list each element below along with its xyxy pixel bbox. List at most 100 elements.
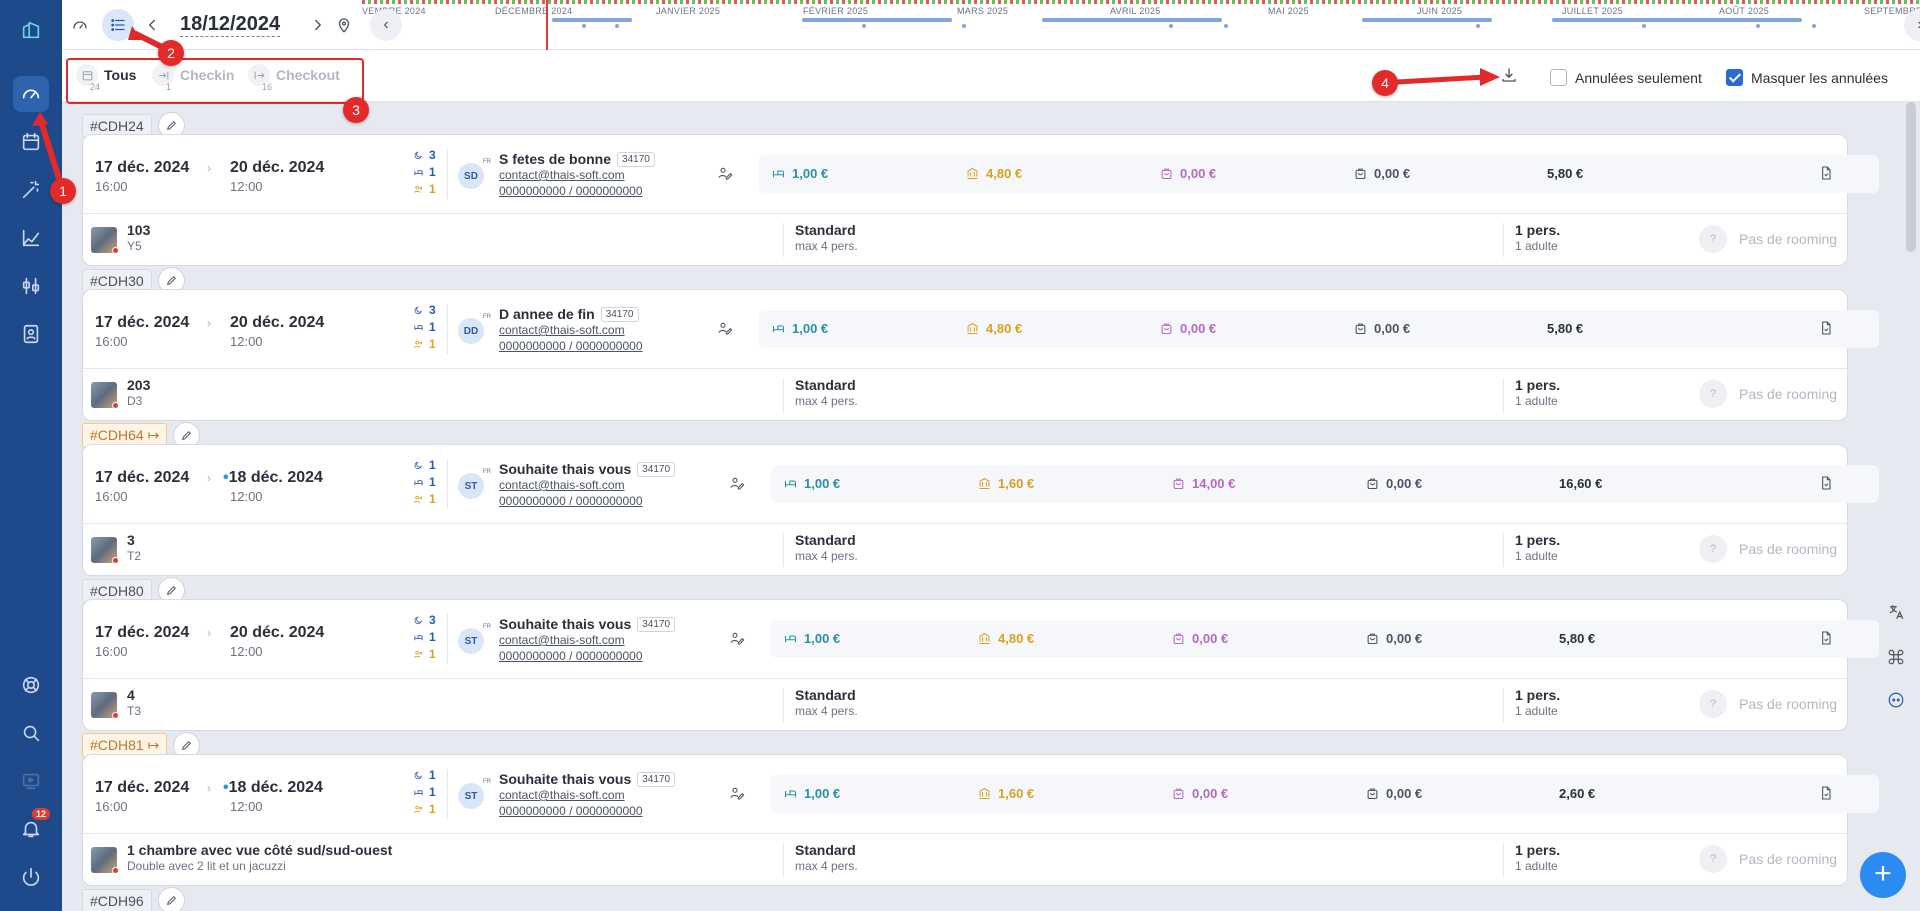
- notifications-bell-icon[interactable]: 12: [13, 808, 50, 847]
- calendar-icon[interactable]: [13, 124, 49, 160]
- box-icon: [1367, 788, 1378, 800]
- guest-phone-2[interactable]: 0000000000: [575, 804, 643, 818]
- guest-edit-icon[interactable]: [717, 320, 735, 338]
- location-pin-icon[interactable]: [330, 11, 358, 39]
- command-key-icon[interactable]: [1882, 643, 1910, 671]
- rooming-status[interactable]: Pas de rooming: [1739, 386, 1838, 402]
- arrival-time: 16:00: [95, 179, 128, 194]
- guest-email[interactable]: contact@thais-soft.com: [499, 788, 625, 802]
- cancelled-only-checkbox[interactable]: Annulées seulement: [1550, 69, 1702, 86]
- guest-name[interactable]: S fetes de bonne: [499, 151, 612, 167]
- booking-card[interactable]: 17 déc. 2024 16:00 › 20 déc. 2024 12:00 …: [82, 289, 1879, 421]
- guest-phone-2[interactable]: 0000000000: [575, 649, 643, 663]
- video-icon[interactable]: [13, 763, 49, 799]
- search-icon[interactable]: [13, 715, 49, 751]
- date-arrow-icon: ›: [207, 161, 211, 175]
- current-date[interactable]: 18/12/2024: [180, 13, 281, 37]
- booking-ref[interactable]: #CDH81 ↦: [82, 733, 168, 758]
- guest-info: Souhaite thais vous 34170 contact@thais-s…: [499, 771, 676, 819]
- scrollbar[interactable]: [1906, 102, 1916, 252]
- stats-chart-icon[interactable]: [13, 220, 49, 256]
- tab-checkout[interactable]: Checkout 16: [248, 64, 340, 94]
- checkbox-box-checked[interactable]: [1726, 69, 1743, 86]
- magic-wand-icon[interactable]: [13, 172, 49, 208]
- timeline-dot: [1224, 24, 1228, 28]
- total-price: 5,80 €: [1559, 631, 1596, 646]
- timeline-next-icon[interactable]: ›: [1904, 9, 1920, 41]
- document-icon[interactable]: [1818, 165, 1836, 183]
- document-icon[interactable]: [1818, 630, 1836, 648]
- speed-view-icon[interactable]: [66, 11, 94, 39]
- guest-phone-2[interactable]: 0000000000: [575, 184, 643, 198]
- help-lifebuoy-icon[interactable]: [13, 667, 49, 703]
- guest-phones: 0000000000 / 0000000000: [499, 184, 643, 198]
- timeline-dot: [1169, 24, 1173, 28]
- list-view-icon[interactable]: [102, 9, 134, 41]
- booking-card[interactable]: 17 déc. 2024 16:00 › •18 déc. 2024 12:00…: [82, 754, 1879, 886]
- rooming-status[interactable]: Pas de rooming: [1739, 231, 1838, 247]
- document-icon[interactable]: [1818, 475, 1836, 493]
- hide-cancelled-checkbox[interactable]: Masquer les annulées: [1726, 69, 1888, 86]
- persons-total: 1 pers.: [1515, 842, 1561, 858]
- guest-phone-1[interactable]: 0000000000: [499, 184, 566, 198]
- booking-ref[interactable]: #CDH96: [82, 888, 152, 911]
- guest-email[interactable]: contact@thais-soft.com: [499, 633, 625, 647]
- guest-phone-1[interactable]: 0000000000: [499, 649, 566, 663]
- document-icon[interactable]: [1818, 320, 1836, 338]
- edit-pencil-icon[interactable]: [157, 887, 185, 911]
- rooming-status[interactable]: Pas de rooming: [1739, 696, 1838, 712]
- booking-card[interactable]: 17 déc. 2024 16:00 › 20 déc. 2024 12:00 …: [82, 134, 1879, 266]
- chat-assistant-icon[interactable]: [1882, 686, 1910, 714]
- persons-detail: 1 adulte: [1515, 394, 1558, 408]
- add-booking-button[interactable]: +: [1860, 852, 1906, 898]
- guest-phone-1[interactable]: 0000000000: [499, 339, 566, 353]
- moon-icon: [414, 151, 423, 160]
- rooming-status[interactable]: Pas de rooming: [1739, 851, 1838, 867]
- guest-name[interactable]: Souhaite thais vous: [499, 616, 632, 632]
- guest-edit-icon[interactable]: [717, 165, 735, 183]
- guest-phone-2[interactable]: 0000000000: [575, 339, 643, 353]
- bed-icon: [414, 325, 423, 331]
- download-icon[interactable]: [1500, 66, 1520, 86]
- separator: [1503, 223, 1504, 257]
- departure-date: 20 déc. 2024: [230, 159, 325, 176]
- next-day-chevron-icon[interactable]: [304, 11, 332, 39]
- booking-ref[interactable]: #CDH24: [82, 113, 152, 138]
- prev-day-chevron-icon[interactable]: [138, 11, 166, 39]
- translate-icon[interactable]: [1882, 598, 1910, 626]
- bag-icon: [1173, 478, 1184, 490]
- arrival-time: 16:00: [95, 644, 128, 659]
- booking-ref[interactable]: #CDH30: [82, 268, 152, 293]
- guest-phone-1[interactable]: 0000000000: [499, 494, 566, 508]
- separator: [783, 688, 784, 722]
- checkbox-box[interactable]: [1550, 69, 1567, 86]
- guest-name[interactable]: Souhaite thais vous: [499, 461, 632, 477]
- persons-count: 1: [429, 647, 436, 661]
- guest-name[interactable]: Souhaite thais vous: [499, 771, 632, 787]
- booking-card[interactable]: 17 déc. 2024 16:00 › 20 déc. 2024 12:00 …: [82, 599, 1879, 731]
- guest-name[interactable]: D annee de fin: [499, 306, 595, 322]
- guest-phone-2[interactable]: 0000000000: [575, 494, 643, 508]
- tab-all[interactable]: Tous 24: [76, 64, 136, 94]
- rooming-unknown-icon: ?: [1699, 225, 1727, 253]
- power-logout-icon[interactable]: [13, 859, 49, 895]
- dashboard-icon[interactable]: [13, 76, 49, 112]
- guest-edit-icon[interactable]: [729, 475, 747, 493]
- settings-sliders-icon[interactable]: [13, 268, 49, 304]
- tab-checkin[interactable]: Checkin 1: [152, 64, 234, 94]
- guest-edit-icon[interactable]: [729, 785, 747, 803]
- booking-ref[interactable]: #CDH80: [82, 578, 152, 603]
- guest-email[interactable]: contact@thais-soft.com: [499, 323, 625, 337]
- contact-card-icon[interactable]: [13, 316, 49, 352]
- logo-icon[interactable]: [13, 12, 49, 48]
- guest-phone-1[interactable]: 0000000000: [499, 804, 566, 818]
- booking-card[interactable]: 17 déc. 2024 16:00 › •18 déc. 2024 12:00…: [82, 444, 1879, 576]
- bed-icon: [784, 790, 797, 798]
- timeline-strip[interactable]: VEMBRE 2024 DÉCEMBRE 2024 JANVIER 2025 F…: [362, 0, 1920, 50]
- rooming-status[interactable]: Pas de rooming: [1739, 541, 1838, 557]
- guest-email[interactable]: contact@thais-soft.com: [499, 168, 625, 182]
- timeline-prev-icon[interactable]: ‹: [370, 9, 402, 41]
- guest-email[interactable]: contact@thais-soft.com: [499, 478, 625, 492]
- guest-edit-icon[interactable]: [729, 630, 747, 648]
- document-icon[interactable]: [1818, 785, 1836, 803]
